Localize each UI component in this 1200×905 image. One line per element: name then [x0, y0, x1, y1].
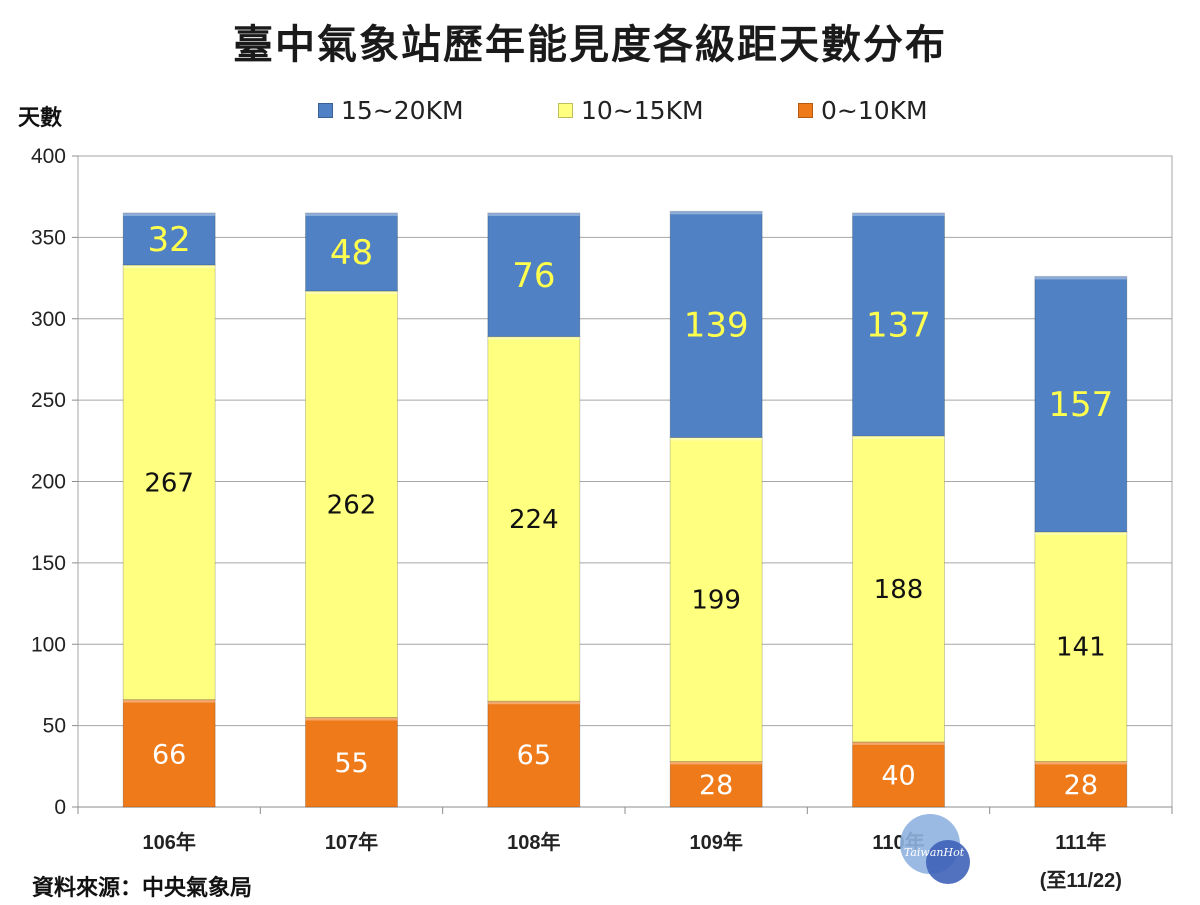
taiwanhot-watermark-logo: TaiwanHot	[900, 814, 970, 884]
data-label-blue: 48	[330, 233, 373, 273]
bar-segment-highlight	[1034, 276, 1127, 280]
bar-segment-blue	[305, 212, 398, 292]
data-label-yellow: 224	[509, 505, 559, 535]
bar-segment-highlight	[670, 761, 763, 765]
y-tick-label: 350	[31, 226, 66, 249]
data-label-blue: 139	[684, 305, 749, 345]
y-tick-label: 400	[31, 145, 66, 168]
bar-segment-yellow	[122, 264, 216, 701]
bar-segment-highlight	[123, 699, 216, 703]
x-tick-label: 109年	[689, 830, 742, 854]
data-label-orange: 65	[517, 740, 551, 771]
bar-segment-blue	[1034, 275, 1128, 533]
data-label-orange: 28	[699, 770, 733, 801]
bar-segment-orange	[1034, 760, 1128, 808]
data-label-yellow: 267	[144, 468, 194, 498]
data-label-orange: 66	[152, 739, 186, 770]
y-tick-label: 50	[43, 715, 66, 738]
source-note: 資料來源：中央氣象局	[32, 876, 253, 901]
bar-segment-orange	[669, 760, 763, 808]
data-label-yellow: 262	[327, 490, 377, 520]
data-label-yellow: 141	[1056, 633, 1106, 663]
data-label-blue: 137	[866, 305, 931, 345]
bar-segment-orange	[305, 716, 398, 808]
legend-item-10-15km: 10~15KM	[558, 92, 704, 128]
y-tick-label: 150	[31, 552, 66, 575]
bar-segment-highlight	[305, 212, 398, 216]
data-label-blue: 76	[512, 256, 555, 296]
bar-segment-yellow	[305, 290, 398, 718]
legend-swatch-blue	[318, 102, 333, 118]
bar-segment-highlight	[852, 212, 945, 216]
legend-swatch-yellow	[558, 102, 573, 118]
x-tick-label: 107年	[325, 830, 378, 854]
bar-segment-highlight	[123, 212, 216, 216]
bar-segment-highlight	[670, 211, 763, 215]
bar-segment-highlight	[852, 435, 945, 439]
y-tick-label: 100	[31, 633, 66, 656]
bar-segment-blue	[122, 212, 216, 266]
data-label-yellow: 188	[874, 575, 924, 605]
data-label-orange: 55	[334, 748, 368, 779]
bar-segment-highlight	[487, 212, 580, 216]
x-tick-label: 111年	[1055, 830, 1106, 854]
bar-segment-yellow	[669, 437, 763, 762]
bar-segment-blue	[669, 210, 763, 439]
legend: 15~20KM 10~15KM 0~10KM	[0, 92, 1200, 128]
data-label-blue: 32	[148, 220, 191, 260]
bar-segment-orange	[487, 700, 581, 808]
x-tick-label: 108年	[507, 830, 560, 854]
data-label-orange: 40	[881, 760, 915, 791]
y-axis-label: 天數	[18, 106, 63, 131]
legend-item-15-20km: 15~20KM	[318, 92, 464, 128]
bar-segment-highlight	[852, 741, 945, 745]
bar-segment-highlight	[670, 437, 763, 441]
bar-segment-highlight	[123, 265, 216, 269]
bar-segment-blue	[487, 212, 581, 338]
bar-segment-yellow	[852, 435, 945, 743]
bar-segment-orange	[852, 741, 945, 808]
bar-segment-orange	[122, 699, 216, 808]
x-tick-label: 106年	[142, 830, 195, 854]
data-label-yellow: 199	[691, 585, 741, 615]
svg-text:TaiwanHot: TaiwanHot	[904, 846, 965, 859]
legend-item-0-10km: 0~10KM	[798, 92, 928, 128]
legend-label: 0~10KM	[821, 95, 928, 125]
bar-segment-highlight	[1034, 531, 1127, 535]
y-tick-label: 0	[54, 796, 66, 819]
bar-segment-yellow	[487, 336, 581, 702]
y-tick-label: 200	[31, 471, 66, 494]
legend-label: 15~20KM	[341, 95, 464, 125]
y-tick-label: 300	[31, 308, 66, 331]
legend-swatch-orange	[798, 102, 813, 118]
legend-label: 10~15KM	[581, 95, 704, 125]
data-label-orange: 28	[1064, 770, 1098, 801]
bar-segment-highlight	[1034, 761, 1127, 765]
bar-segment-highlight	[305, 717, 398, 721]
bar-segment-highlight	[487, 701, 580, 705]
bar-segment-blue	[852, 212, 945, 437]
bar-segment-highlight	[487, 336, 580, 340]
data-label-blue: 157	[1048, 385, 1113, 425]
x-tick-sublabel: (至11/22)	[1040, 870, 1122, 892]
y-tick-label: 250	[31, 389, 66, 412]
chart-title: 臺中氣象站歷年能見度各級距天數分布	[233, 22, 947, 68]
bar-segment-highlight	[305, 291, 398, 295]
